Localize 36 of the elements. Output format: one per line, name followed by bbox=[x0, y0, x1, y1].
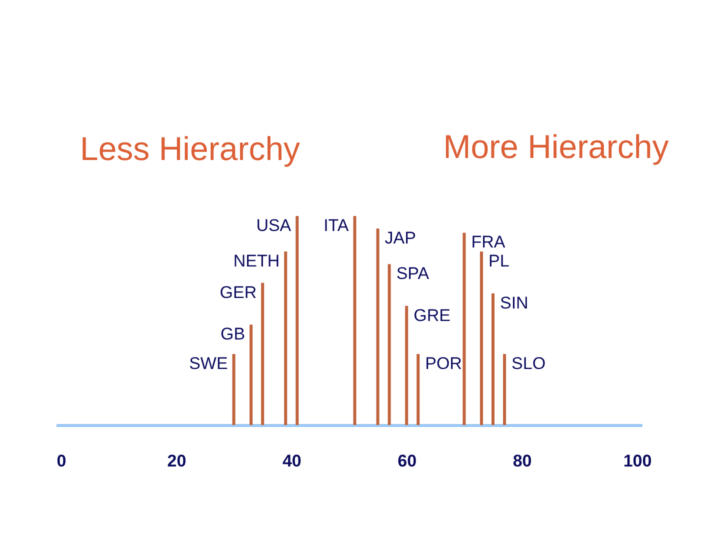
x-tick-label: 80 bbox=[512, 452, 532, 470]
bar bbox=[296, 216, 299, 425]
bar bbox=[416, 354, 420, 425]
bar bbox=[284, 252, 288, 425]
series-label: ITA bbox=[324, 216, 350, 235]
x-tick-label: 0 bbox=[56, 452, 66, 470]
x-tick-label: 60 bbox=[398, 452, 417, 470]
bar bbox=[405, 306, 408, 425]
bar bbox=[232, 354, 236, 425]
bar bbox=[492, 293, 494, 425]
bar bbox=[388, 264, 391, 425]
series-label: FRA bbox=[471, 232, 506, 252]
x-tick-label: 20 bbox=[167, 452, 186, 470]
series-label: PL bbox=[488, 252, 510, 271]
bar bbox=[376, 228, 380, 425]
text: More Hierarchy bbox=[443, 128, 670, 165]
series-label: POR bbox=[425, 354, 462, 373]
x-tick-label: 40 bbox=[282, 452, 302, 470]
series-label: GRE bbox=[414, 306, 450, 325]
bar bbox=[250, 324, 253, 425]
series-label: SIN bbox=[500, 293, 528, 312]
series-label: SPA bbox=[396, 264, 430, 284]
bar bbox=[261, 282, 264, 425]
text: Less Hierarchy bbox=[80, 130, 301, 167]
series-label: USA bbox=[256, 216, 292, 235]
bar bbox=[462, 232, 466, 425]
series-label: NETH bbox=[233, 252, 280, 271]
bar bbox=[353, 216, 356, 425]
series-label: JAP bbox=[384, 228, 416, 248]
series-label: GB bbox=[220, 324, 246, 344]
bar bbox=[503, 354, 506, 425]
series-label: SLO bbox=[512, 354, 546, 373]
series-label: GER bbox=[220, 282, 257, 302]
x-tick-label: 100 bbox=[623, 452, 652, 470]
bar bbox=[480, 252, 483, 425]
series-label: SWE bbox=[189, 354, 228, 373]
